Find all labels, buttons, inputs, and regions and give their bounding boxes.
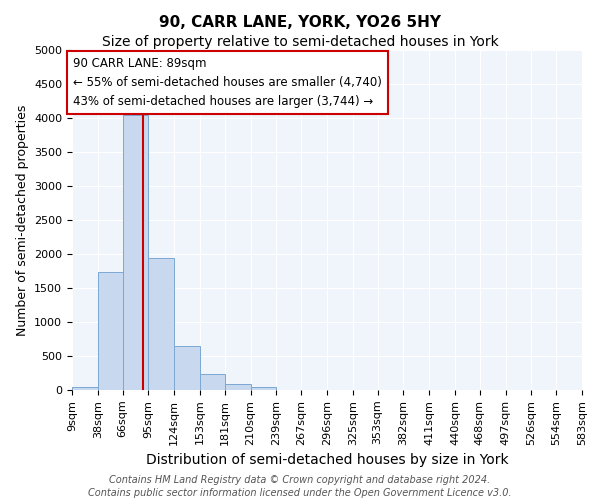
Bar (148, 258, 174, 390)
Bar (122, 114, 148, 390)
Y-axis label: Number of semi-detached properties: Number of semi-detached properties (16, 104, 29, 336)
Bar (98, 272, 122, 390)
Text: Contains public sector information licensed under the Open Government Licence v3: Contains public sector information licen… (88, 488, 512, 498)
Bar (225, 384, 251, 390)
Text: Size of property relative to semi-detached houses in York: Size of property relative to semi-detach… (101, 35, 499, 49)
X-axis label: Distribution of semi-detached houses by size in York: Distribution of semi-detached houses by … (146, 453, 508, 467)
Bar (72, 386, 98, 390)
Bar (251, 387, 277, 390)
Text: 90 CARR LANE: 89sqm
← 55% of semi-detached houses are smaller (4,740)
43% of sem: 90 CARR LANE: 89sqm ← 55% of semi-detach… (73, 57, 382, 108)
Bar (174, 346, 200, 390)
Text: 90, CARR LANE, YORK, YO26 5HY: 90, CARR LANE, YORK, YO26 5HY (159, 15, 441, 30)
Text: Contains HM Land Registry data © Crown copyright and database right 2024.: Contains HM Land Registry data © Crown c… (109, 475, 491, 485)
Bar (200, 374, 225, 390)
